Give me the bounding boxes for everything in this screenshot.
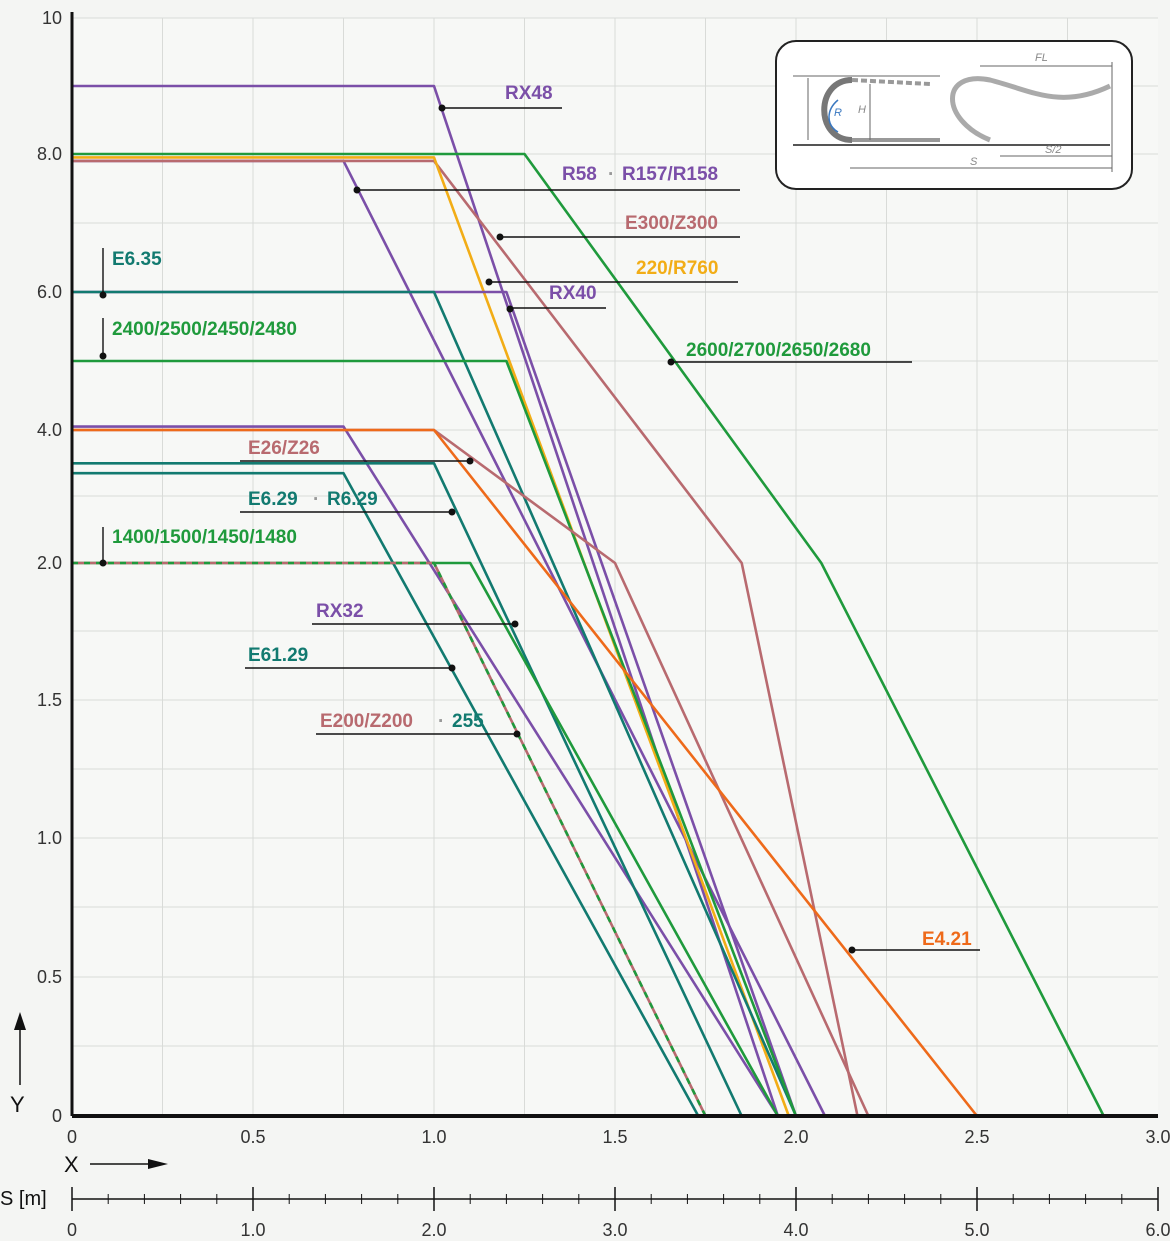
chain-sag-icon xyxy=(950,76,1112,143)
x-tick-label: 1.5 xyxy=(602,1127,627,1147)
y-tick-label: 8.0 xyxy=(37,144,62,164)
y-tick-label: 2.0 xyxy=(37,553,62,573)
leader-dot xyxy=(513,730,521,738)
label-layer: RX48 R58 · R157/R158 E300/Z300 220/R760 RX40 26… xyxy=(99,83,980,954)
series-line-7 xyxy=(72,359,798,1117)
series-label: 255 xyxy=(452,711,484,732)
leader-dot xyxy=(99,352,107,360)
s-tick-label: 4.0 xyxy=(783,1220,808,1240)
y-tick-label: 4.0 xyxy=(37,420,62,440)
series-line-dash xyxy=(72,561,707,1117)
series-label: E300/Z300 xyxy=(625,213,718,234)
y-tick-label: 10 xyxy=(42,8,62,28)
leader-dot xyxy=(667,358,675,366)
series-line-4 xyxy=(72,156,791,1117)
series-label: RX32 xyxy=(316,601,364,622)
leader-dot xyxy=(511,620,519,628)
label-separator: · xyxy=(608,164,614,185)
inset-label-s-half: S/2 xyxy=(1045,144,1062,156)
inset-label-s: S xyxy=(970,156,978,168)
x-tick-label: 0 xyxy=(67,1127,77,1147)
x-tick-labels: 0 0.5 1.0 1.5 2.0 2.5 3.0 xyxy=(67,1127,1170,1147)
leader-dot xyxy=(448,664,456,672)
x-tick-label: 0.5 xyxy=(240,1127,265,1147)
x-tick-label: 1.0 xyxy=(421,1127,446,1147)
s-axis-ticks: 0 1.0 2.0 3.0 4.0 5.0 6.0 xyxy=(67,1187,1170,1240)
label-separator: · xyxy=(313,489,319,510)
series-label: E6.35 xyxy=(112,249,162,270)
series-label: E61.29 xyxy=(248,645,308,666)
y-tick-label: 1.5 xyxy=(37,690,62,710)
x-tick-label: 2.5 xyxy=(964,1127,989,1147)
leader-dot xyxy=(99,291,107,299)
series-label: 1400/1500/1450/1480 xyxy=(112,527,297,548)
series-layer xyxy=(72,84,1105,1117)
inset-label-fl: FL xyxy=(1035,52,1048,64)
leader-dot xyxy=(353,186,361,194)
leader-dot xyxy=(485,278,493,286)
series-line-11 xyxy=(72,461,743,1117)
series-label: E200/Z200 xyxy=(320,711,413,732)
s-tick-label: 0 xyxy=(67,1220,77,1240)
s-tick-label: 5.0 xyxy=(964,1220,989,1240)
s-tick-label: 2.0 xyxy=(421,1220,446,1240)
y-tick-label: 6.0 xyxy=(37,282,62,302)
leader-dot xyxy=(506,305,514,313)
series-label: 2400/2500/2450/2480 xyxy=(112,319,297,340)
series-line-6 xyxy=(72,290,798,1117)
label-separator: · xyxy=(438,711,444,732)
s-tick-label: 6.0 xyxy=(1145,1220,1170,1240)
leader-dot xyxy=(99,559,107,567)
s-tick-label: 1.0 xyxy=(240,1220,265,1240)
series-label: 220/R760 xyxy=(636,258,718,279)
inset-frame xyxy=(775,40,1133,190)
x-tick-label: 3.0 xyxy=(1145,1127,1170,1147)
series-label: E6.29 xyxy=(248,489,298,510)
y-tick-label: 1.0 xyxy=(37,828,62,848)
leader-dot xyxy=(496,233,504,241)
leader-dot xyxy=(448,508,456,516)
series-line-12 xyxy=(72,471,700,1117)
series-label: R58 xyxy=(562,164,597,185)
y-axis-title: Y xyxy=(10,1092,25,1117)
leader-dot xyxy=(438,104,446,112)
series-label: RX48 xyxy=(505,83,553,104)
series-line-2 xyxy=(72,152,1105,1117)
series-label: E26/Z26 xyxy=(248,438,320,459)
chain-bend-icon xyxy=(821,77,853,143)
inset-diagram: FL H R S S/2 xyxy=(775,40,1133,190)
leader-dot xyxy=(848,946,856,954)
series-line-10 xyxy=(72,428,979,1117)
leader-dot xyxy=(466,457,474,465)
s-tick-label: 3.0 xyxy=(602,1220,627,1240)
inset-label-r: R xyxy=(834,107,842,119)
series-label: R157/R158 xyxy=(622,164,718,185)
series-label: R6.29 xyxy=(327,489,378,510)
y-tick-label: 0 xyxy=(52,1106,62,1126)
y-tick-labels: 0 0.5 1.0 1.5 2.0 4.0 6.0 8.0 10 xyxy=(37,8,62,1126)
x-arrow-icon xyxy=(148,1159,168,1169)
inset-label-h: H xyxy=(858,104,866,116)
series-label: RX40 xyxy=(549,283,597,304)
s-axis-title: S [m] xyxy=(0,1188,47,1210)
y-tick-label: 0.5 xyxy=(37,967,62,987)
series-label: E4.21 xyxy=(922,929,972,950)
x-axis-title: X xyxy=(64,1152,79,1177)
y-arrow-icon xyxy=(14,1012,26,1030)
series-label: 2600/2700/2650/2680 xyxy=(686,340,871,361)
series-line-3 xyxy=(72,159,859,1117)
x-tick-label: 2.0 xyxy=(783,1127,808,1147)
